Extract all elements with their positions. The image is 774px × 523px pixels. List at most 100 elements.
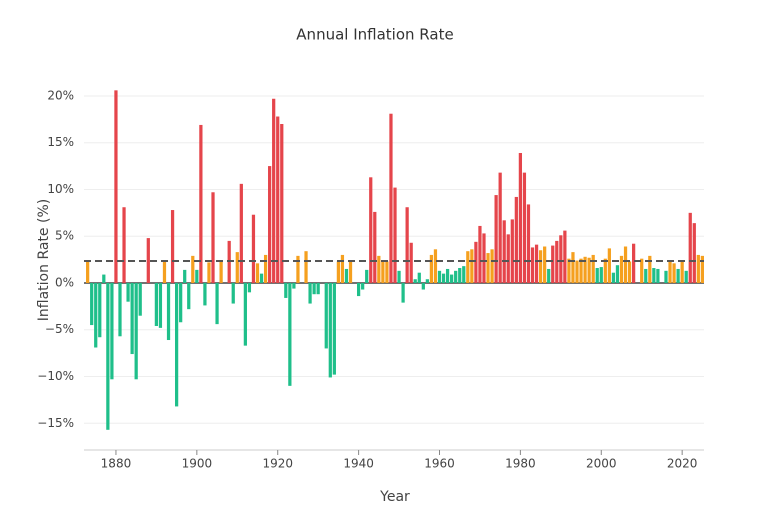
bar [134,282,138,380]
bar [648,255,652,283]
bar [336,261,341,283]
bar [356,282,361,297]
bar [263,254,268,283]
bar [563,230,567,283]
bar [506,234,510,283]
x-tick-label: 1920 [262,457,293,471]
bar [450,274,454,283]
bar [90,282,94,326]
bar [555,240,559,283]
bar [603,258,607,283]
bar [154,282,159,326]
bar [316,282,320,295]
bar [538,250,543,283]
bar [385,261,389,283]
bar [122,207,126,283]
bar [324,282,328,349]
bar [259,273,264,283]
x-tick-label: 1940 [343,457,374,471]
bar [304,251,308,283]
bar [207,262,211,283]
bar [377,255,381,283]
bar [425,279,429,283]
bar [607,248,611,283]
bar [405,207,409,283]
bar [680,260,684,283]
y-tick-label: −15% [37,416,74,430]
bar [235,252,239,283]
y-tick-label: 15% [47,135,74,149]
bar [170,210,175,283]
bar [571,252,575,283]
bar [632,243,636,283]
bar [118,282,122,337]
bar [417,272,421,283]
bar [486,253,490,283]
chart-title: Annual Inflation Rate [296,26,453,44]
y-tick-label: 0% [55,275,74,289]
bar [138,282,142,316]
bar [688,212,692,283]
bar [518,152,523,283]
y-tick-label: 20% [47,88,74,102]
bar [462,266,466,283]
bar [458,268,462,283]
x-tick-label: 1900 [182,457,213,471]
bar [373,211,377,283]
bar [211,192,215,283]
bar [114,90,118,283]
bar [126,282,130,302]
bar [365,269,369,283]
bar [215,282,219,325]
bar [498,172,502,283]
bar [551,245,555,283]
bar [470,249,474,283]
bar [502,220,506,283]
bar [268,166,272,283]
bar [583,256,587,283]
bar [619,255,624,283]
bar [490,249,494,283]
bar [623,246,628,283]
bar [292,282,296,289]
bar [296,255,300,283]
bar [288,282,292,386]
bar [543,246,547,283]
bar [615,265,620,283]
x-tick-label: 2020 [667,457,698,471]
bar [668,260,672,283]
bar [348,261,353,283]
bar [187,282,191,310]
bar [672,263,676,283]
bar [445,268,450,283]
bar [191,255,195,283]
bar [312,282,316,295]
bar [308,282,312,304]
bar [231,282,235,304]
bar [627,261,632,283]
bar [332,282,336,375]
bar [587,257,591,283]
bar [401,282,405,303]
bar [595,268,599,283]
bar [247,282,252,293]
bar [203,282,207,306]
bar [280,124,284,283]
bar [437,270,442,283]
bar [575,260,579,283]
bar [239,183,243,283]
bar [158,282,163,328]
bar [696,254,700,283]
x-tick-label: 1980 [505,457,536,471]
bar [243,282,247,346]
x-tick-label: 2000 [586,457,617,471]
bar [393,187,397,283]
bar [599,267,603,283]
bar [94,282,98,348]
bar [522,172,527,283]
bar [255,263,260,283]
bar [611,272,616,283]
bar [684,270,688,283]
bar [579,258,583,283]
